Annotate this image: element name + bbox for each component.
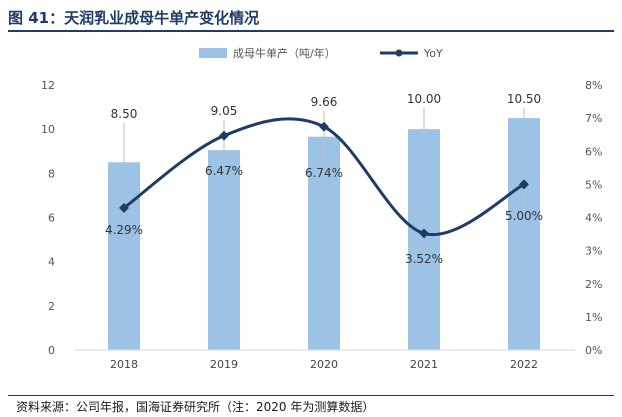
left-tick-label: 2 xyxy=(48,300,55,313)
yoy-value-label: 4.29% xyxy=(105,223,143,237)
bar-value-label: 10.50 xyxy=(507,92,541,106)
right-tick-label: 5% xyxy=(585,178,602,191)
left-tick-label: 8 xyxy=(48,167,55,180)
left-tick-label: 0 xyxy=(48,344,55,357)
left-axis: 0 2 4 6 8 10 12 xyxy=(41,79,55,357)
bar-value-label: 10.00 xyxy=(407,92,441,106)
bar xyxy=(308,136,340,350)
bar-value-label: 9.66 xyxy=(311,95,338,109)
yoy-value-label: 6.74% xyxy=(305,166,343,180)
yoy-point xyxy=(219,130,229,141)
yoy-point xyxy=(419,228,429,239)
source-footer: 资料来源：公司年报，国海证券研究所（注：2020 年为测算数据） xyxy=(8,395,614,417)
right-tick-label: 6% xyxy=(585,145,602,158)
right-tick-label: 1% xyxy=(585,311,602,324)
right-tick-label: 8% xyxy=(585,79,602,92)
left-tick-label: 6 xyxy=(48,212,55,225)
yoy-point xyxy=(519,179,529,190)
yoy-point xyxy=(119,202,129,213)
left-tick-label: 10 xyxy=(41,123,55,136)
data-labels: 8.50 9.05 9.66 10.00 10.50 4.29% 6.47% 6.74% 3.5… xyxy=(105,92,543,266)
right-tick-label: 7% xyxy=(585,112,602,125)
right-tick-label: 0% xyxy=(585,344,602,357)
left-tick-label: 4 xyxy=(48,256,55,269)
legend: 成母牛单产（吨/年） YoY xyxy=(199,46,443,60)
legend-bar-label: 成母牛单产（吨/年） xyxy=(233,46,336,60)
x-tick-label: 2021 xyxy=(410,358,438,371)
figure-title: 图 41：天润乳业成母牛单产变化情况 xyxy=(8,9,260,27)
x-axis: 2018 2019 2020 2021 2022 xyxy=(75,349,575,371)
bar-value-label: 8.50 xyxy=(111,107,138,121)
right-tick-label: 3% xyxy=(585,245,602,258)
right-tick-label: 4% xyxy=(585,212,602,225)
right-tick-label: 2% xyxy=(585,278,602,291)
bar xyxy=(508,118,540,350)
source-note: 资料来源：公司年报，国海证券研究所（注：2020 年为测算数据） xyxy=(16,400,375,414)
legend-line-marker xyxy=(395,49,403,57)
bar xyxy=(108,162,140,350)
yoy-value-label: 5.00% xyxy=(505,209,543,223)
figure-title-bar: 图 41：天润乳业成母牛单产变化情况 xyxy=(8,4,614,32)
x-tick-label: 2020 xyxy=(310,358,338,371)
bar-value-label: 9.05 xyxy=(211,104,238,118)
x-tick-label: 2022 xyxy=(510,358,538,371)
legend-line-label: YoY xyxy=(423,47,443,60)
right-axis: 0% 1% 2% 3% 4% 5% 6% 7% 8% xyxy=(585,79,602,357)
yoy-value-label: 3.52% xyxy=(405,252,443,266)
x-tick-label: 2018 xyxy=(110,358,138,371)
left-tick-label: 12 xyxy=(41,79,55,92)
bar xyxy=(208,150,240,350)
legend-bar-swatch xyxy=(199,48,227,58)
x-tick-label: 2019 xyxy=(210,358,238,371)
line-series xyxy=(119,117,529,239)
yoy-value-label: 6.47% xyxy=(205,164,243,178)
